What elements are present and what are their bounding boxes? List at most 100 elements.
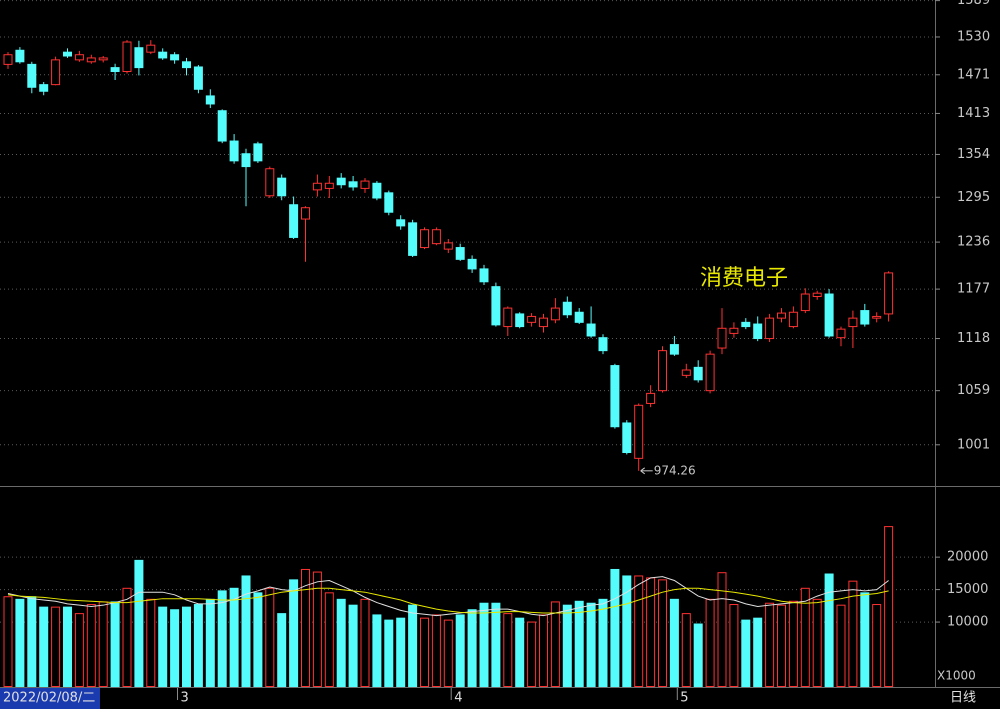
volume-bar <box>348 604 358 688</box>
volume-bar <box>51 606 61 688</box>
candle-body <box>241 153 251 168</box>
volume-bar <box>74 613 84 687</box>
volume-bar <box>324 592 334 688</box>
candle-body <box>336 177 346 186</box>
y-tick-label: 1059 <box>957 383 990 398</box>
candle-body <box>646 392 656 404</box>
candle-body <box>146 44 156 53</box>
candle-body <box>824 293 834 337</box>
volume-bar <box>824 573 834 688</box>
candle-body <box>372 182 382 199</box>
candle-body <box>443 242 453 250</box>
volume-unit: X1000 <box>937 669 976 683</box>
candle-body <box>158 51 168 59</box>
volume-bar <box>598 598 608 687</box>
volume-bar <box>217 590 227 688</box>
candle-body <box>598 337 608 352</box>
candle-body <box>622 422 632 454</box>
candle-body <box>550 307 560 321</box>
volume-bar <box>705 598 715 687</box>
volume-bar <box>729 604 739 687</box>
volume-bar <box>241 575 251 688</box>
candle-body <box>586 323 596 337</box>
candle-body <box>872 315 882 319</box>
candle-body <box>800 293 810 312</box>
volume-bar <box>848 580 858 687</box>
volume-bar <box>646 577 656 688</box>
volume-bar <box>265 587 275 688</box>
volume-bar <box>765 602 775 687</box>
candle-body <box>15 49 25 63</box>
x-tick-label: 5 <box>680 691 688 706</box>
candle-body <box>170 54 180 61</box>
volume-bar <box>253 592 263 688</box>
candle-body <box>765 317 775 340</box>
volume-bar <box>396 617 406 687</box>
candle-body <box>348 181 358 188</box>
candle-body <box>301 207 310 220</box>
candle-body <box>527 315 537 323</box>
candle-body <box>848 317 858 328</box>
volume-bar <box>146 598 156 687</box>
volume-bar <box>622 575 632 688</box>
candle-body <box>777 312 786 319</box>
candle-body <box>503 307 513 328</box>
volume-bar <box>63 606 72 688</box>
candle-body <box>420 229 429 249</box>
y-tick-label: 1589 <box>957 0 990 8</box>
candle-body <box>539 317 548 328</box>
volume-bar <box>574 600 584 687</box>
y-tick-label: 1354 <box>957 147 990 162</box>
candle-body <box>669 344 679 355</box>
volume-bar <box>182 606 191 688</box>
candle-body <box>491 286 501 326</box>
volume-bar <box>312 571 322 688</box>
y-tick-label: 1118 <box>957 331 990 346</box>
candle-body <box>86 57 96 63</box>
volume-bar <box>753 617 763 687</box>
volume-bar <box>372 614 382 687</box>
volume-bar <box>455 614 465 687</box>
candle-body <box>729 327 739 334</box>
candle-body <box>265 168 275 197</box>
candle-body <box>860 310 870 325</box>
candle-body <box>122 41 132 73</box>
y-tick-label: 1177 <box>957 282 990 297</box>
candle-body <box>134 47 144 69</box>
x-tick-label: 4 <box>454 691 462 706</box>
volume-bar <box>431 614 441 687</box>
candle-body <box>717 327 727 349</box>
volume-bar <box>420 617 429 687</box>
candle-body <box>562 301 572 316</box>
candle-body <box>681 369 691 376</box>
volume-bar <box>717 572 727 688</box>
y-tick-label: 15000 <box>947 582 988 597</box>
volume-bar <box>527 621 537 688</box>
volume-bar <box>550 601 560 687</box>
candle-body <box>98 57 108 61</box>
candle-body <box>788 311 798 328</box>
candle-body <box>884 272 894 315</box>
candle-body <box>277 177 287 197</box>
candle-body <box>384 192 394 213</box>
y-tick-label: 1001 <box>957 437 990 452</box>
date-highlight <box>0 688 100 709</box>
annotation-arrowhead <box>640 467 645 475</box>
volume-bar <box>884 526 894 688</box>
volume-bar <box>443 619 453 687</box>
volume-bar <box>27 596 37 687</box>
candle-body <box>182 61 191 69</box>
y-tick-label: 1530 <box>957 29 990 44</box>
period-label: 日线 <box>950 691 976 706</box>
candle-body <box>3 54 13 65</box>
volume-bar <box>860 592 870 688</box>
volume-bar <box>503 613 513 687</box>
candle-body <box>455 247 465 260</box>
volume-bar <box>277 613 287 687</box>
candle-body <box>229 140 239 162</box>
volume-bar <box>479 602 489 687</box>
volume-bar <box>360 598 370 687</box>
candle-body <box>110 67 120 73</box>
volume-bar <box>170 609 180 688</box>
